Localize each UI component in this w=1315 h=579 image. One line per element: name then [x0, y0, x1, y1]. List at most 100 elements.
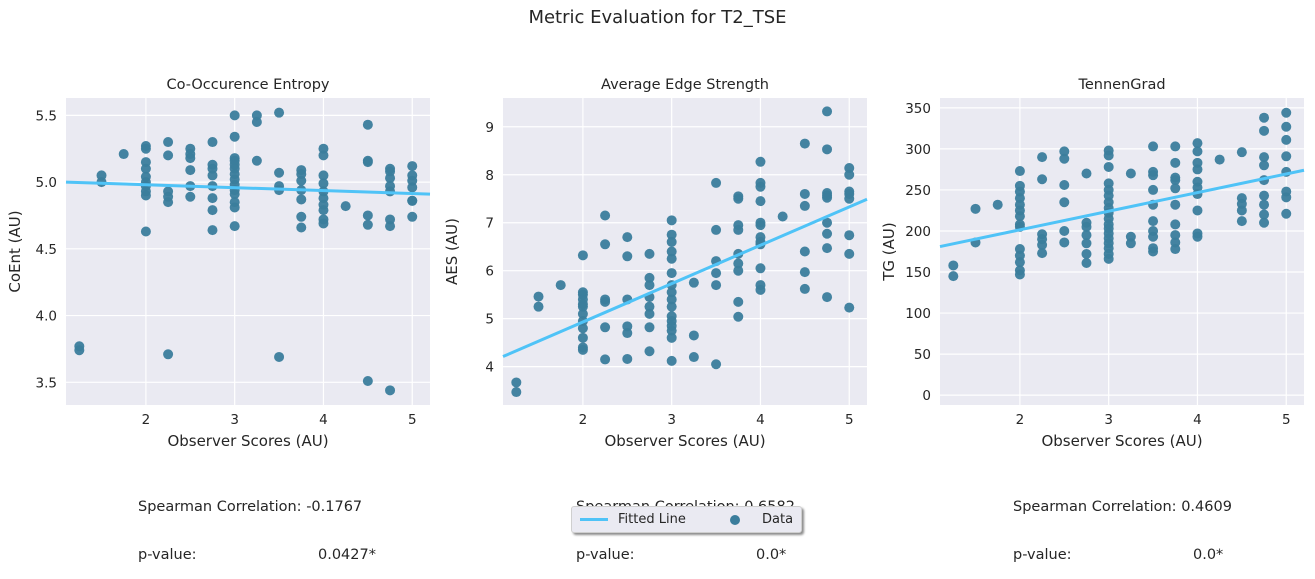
data-point	[1170, 175, 1181, 186]
data-point	[600, 296, 611, 307]
data-point	[622, 232, 633, 243]
data-point	[822, 243, 833, 254]
data-point	[407, 211, 418, 222]
y-tick-label: 150	[905, 265, 931, 281]
data-point	[577, 308, 588, 319]
plot-area-1	[66, 98, 430, 405]
data-point	[318, 218, 329, 229]
data-point	[407, 195, 418, 206]
data-point	[1259, 217, 1270, 228]
data-point	[666, 236, 677, 247]
y-tick-label: 8	[485, 168, 494, 184]
data-point	[318, 150, 329, 161]
data-point	[822, 192, 833, 203]
data-point	[688, 277, 699, 288]
data-point	[207, 225, 218, 236]
data-point	[1014, 257, 1025, 268]
x-tick-label: 2	[1016, 412, 1025, 428]
corr-label: Spearman Correlation:	[1013, 499, 1177, 515]
data-point	[644, 322, 655, 333]
corr-value: -0.1767	[306, 499, 363, 515]
data-point	[385, 221, 396, 232]
data-point	[185, 165, 196, 176]
data-point	[600, 210, 611, 221]
data-point	[140, 163, 151, 174]
data-point	[1059, 153, 1070, 164]
data-point	[1081, 221, 1092, 232]
y-tick-label: 300	[905, 142, 931, 158]
data-point	[1170, 141, 1181, 152]
data-point	[799, 200, 810, 211]
y-tick-label: 100	[905, 306, 931, 322]
data-point	[1281, 151, 1292, 162]
data-point	[140, 143, 151, 154]
x-axis-label: Observer Scores (AU)	[604, 432, 765, 450]
data-point	[229, 221, 240, 232]
data-point	[644, 280, 655, 291]
data-point	[1103, 161, 1114, 172]
data-point	[755, 263, 766, 274]
data-point	[948, 271, 959, 282]
data-point	[1014, 269, 1025, 280]
data-point	[1081, 168, 1092, 179]
data-point	[666, 229, 677, 240]
data-point	[755, 284, 766, 295]
data-point	[207, 205, 218, 216]
data-point	[1192, 205, 1203, 216]
data-point	[1281, 107, 1292, 118]
data-point	[74, 345, 85, 356]
data-point	[1170, 183, 1181, 194]
p-label: p-value:	[576, 547, 635, 563]
x-axis-label: Observer Scores (AU)	[1041, 432, 1202, 450]
data-point	[207, 193, 218, 204]
data-point	[1214, 154, 1225, 165]
data-point	[600, 354, 611, 365]
data-point	[733, 265, 744, 276]
data-point	[555, 280, 566, 291]
data-point	[1281, 134, 1292, 145]
data-point	[844, 230, 855, 241]
x-tick-label: 3	[230, 412, 239, 428]
data-point	[1259, 209, 1270, 220]
data-point	[274, 107, 285, 118]
data-point	[666, 325, 677, 336]
data-point	[666, 246, 677, 257]
data-point	[577, 250, 588, 261]
data-point	[1125, 168, 1136, 179]
data-point	[274, 167, 285, 178]
x-tick-label: 4	[319, 412, 328, 428]
data-point	[1148, 216, 1159, 227]
data-point	[799, 188, 810, 199]
data-point	[755, 156, 766, 167]
data-point	[1236, 205, 1247, 216]
data-point	[1259, 160, 1270, 171]
data-point	[1037, 248, 1048, 259]
legend-item-data: Data	[730, 512, 793, 527]
data-point	[822, 106, 833, 117]
data-point	[666, 355, 677, 366]
data-point	[296, 194, 307, 205]
data-point	[970, 203, 981, 214]
data-point	[822, 144, 833, 155]
data-point	[600, 322, 611, 333]
data-point	[1170, 219, 1181, 230]
data-point	[711, 280, 722, 291]
data-point	[822, 228, 833, 239]
data-point	[799, 246, 810, 257]
y-axis-label: AES (AU)	[443, 218, 461, 285]
data-point	[622, 353, 633, 364]
data-point	[318, 170, 329, 181]
x-tick-label: 2	[142, 412, 151, 428]
x-tick-label: 3	[667, 412, 676, 428]
data-point	[185, 153, 196, 164]
data-point	[1148, 231, 1159, 242]
data-point	[666, 268, 677, 279]
data-point	[711, 224, 722, 235]
data-point	[229, 131, 240, 142]
data-point	[844, 169, 855, 180]
data-point	[822, 217, 833, 228]
data-point	[822, 292, 833, 303]
data-point	[644, 248, 655, 259]
data-point	[1014, 166, 1025, 177]
y-tick-label: 5	[485, 312, 494, 328]
